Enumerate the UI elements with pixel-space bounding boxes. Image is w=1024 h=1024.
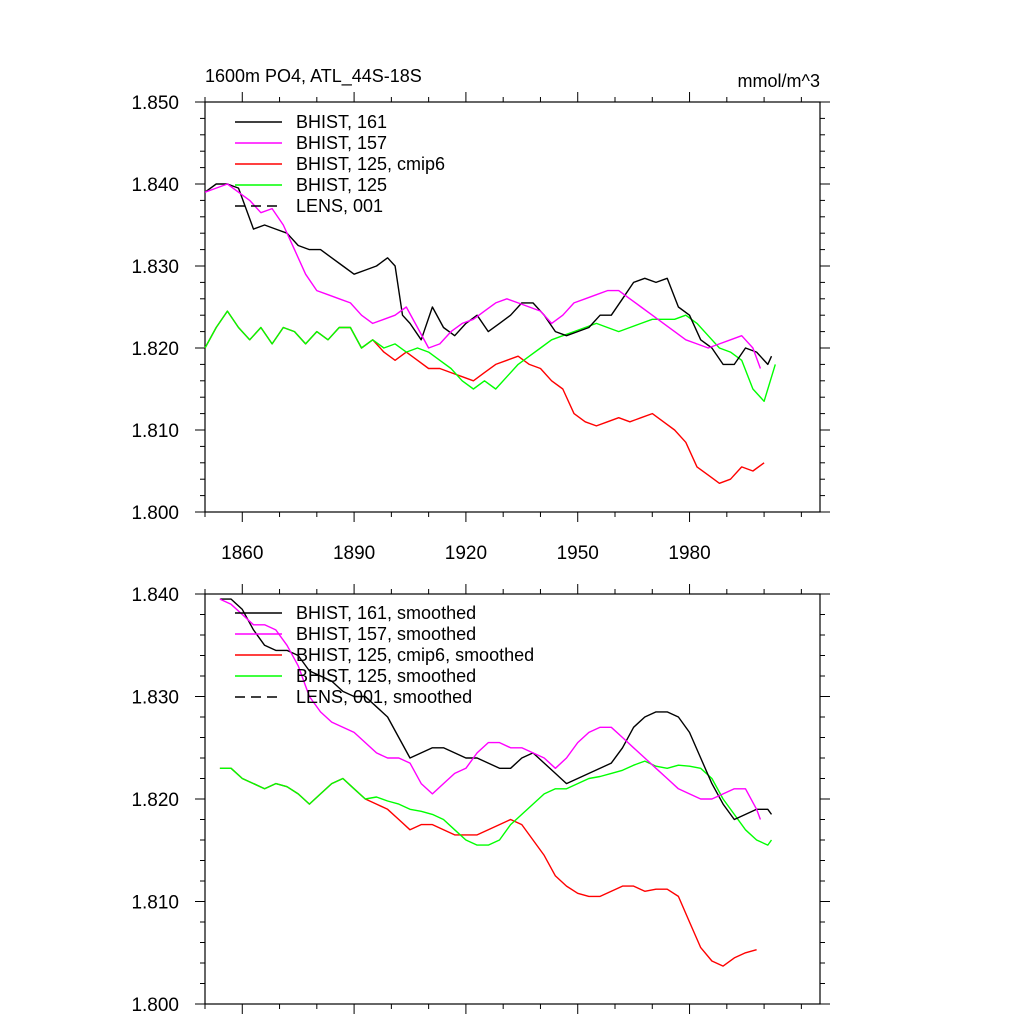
top-legend-label: LENS, 001 [296,196,383,216]
top-series-cmip6-red [204,310,765,484]
top-legend-label: BHIST, 125, cmip6 [296,154,445,174]
chart-title: 1600m PO4, ATL_44S-18S [205,66,422,87]
top-x-tick-label: 1860 [221,543,263,564]
top-series-bhist157-magenta [204,183,762,369]
bottom-y-tick-label: 1.800 [131,995,179,1016]
top-x-tick-label: 1950 [557,543,599,564]
bottom-series-bhist157-magenta [219,598,762,820]
bottom-series-cmip6-red [219,767,757,967]
top-legend-label: BHIST, 161 [296,112,387,132]
bottom-legend-label: LENS, 001, smoothed [296,687,472,707]
bottom-panel: 1.800 1.810 1.820 1.830 1.840 BHIST, 161, smo… [131,584,830,1016]
top-y-tick-label: 1.850 [131,93,179,114]
top-x-tick-label: 1980 [668,543,710,564]
bottom-series-bhist161-black [219,598,773,821]
top-y-tick-label: 1.810 [131,421,179,442]
bottom-legend-label: BHIST, 157, smoothed [296,624,476,644]
bottom-legend-label: BHIST, 161, smoothed [296,603,476,623]
top-series-bhist161-black [204,183,773,366]
top-legend-label: BHIST, 125 [296,175,387,195]
bottom-legend-label: BHIST, 125, cmip6, smoothed [296,645,534,665]
top-x-tick-label: 1920 [445,543,487,564]
units-label: mmol/m^3 [738,71,820,91]
top-y-tick-label: 1.800 [131,503,179,524]
bottom-y-tick-label: 1.810 [131,893,179,914]
bottom-series-bhist125-green [219,760,773,846]
top-plot-frame [204,101,821,513]
top-x-tick-label: 1890 [333,543,375,564]
top-y-tick-label: 1.830 [131,257,179,278]
top-y-tick-label: 1.840 [131,175,179,196]
top-legend-label: BHIST, 157 [296,133,387,153]
top-y-tick-label: 1.820 [131,339,179,360]
top-series-bhist125-green [204,310,776,402]
top-panel: 1.800 1.810 1.820 1.830 1.840 1.850 1860 1890 19… [131,92,830,564]
bottom-y-tick-label: 1.830 [131,688,179,709]
bottom-y-tick-label: 1.840 [131,585,179,606]
bottom-legend-label: BHIST, 125, smoothed [296,666,476,686]
bottom-y-tick-label: 1.820 [131,790,179,811]
